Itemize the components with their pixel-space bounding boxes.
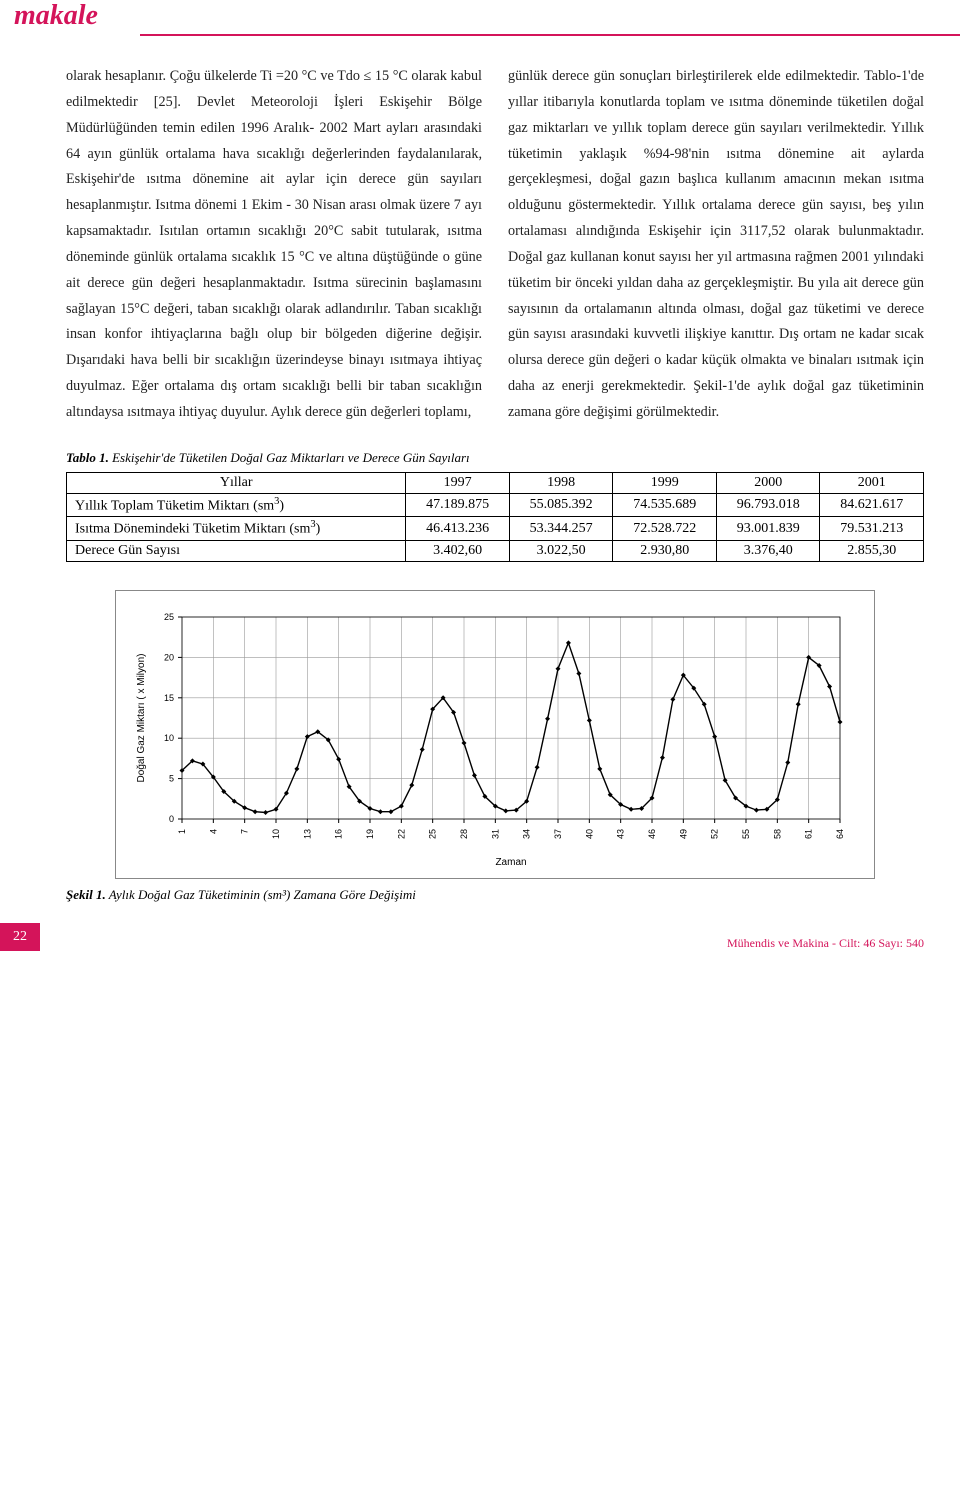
table-row: Isıtma Dönemindeki Tüketim Miktarı (sm3)… (67, 517, 924, 541)
svg-text:28: 28 (459, 829, 469, 839)
line-chart: 0 5 10 15 20 25 1 4 7 10 13 16 19 22 25 28 31 34 37 40 43 46 4… (130, 609, 850, 869)
figure-caption: Şekil 1. Aylık Doğal Gaz Tüketiminin (sm… (66, 887, 924, 903)
cell-value: 96.793.018 (716, 493, 820, 517)
svg-text:10: 10 (271, 829, 281, 839)
header: makale (0, 0, 960, 42)
table-row: Derece Gün Sayısı3.402,603.022,502.930,8… (67, 541, 924, 562)
svg-text:Zaman: Zaman (495, 857, 526, 868)
cell-value: 3.402,60 (406, 541, 510, 562)
svg-text:25: 25 (164, 612, 174, 622)
page-number: 22 (0, 923, 40, 951)
svg-text:1: 1 (177, 829, 187, 834)
svg-text:58: 58 (772, 829, 782, 839)
svg-text:46: 46 (647, 829, 657, 839)
cell-value: 84.621.617 (820, 493, 924, 517)
body-left-column: olarak hesaplanır. Çoğu ülkelerde Ti =20… (66, 64, 482, 426)
cell-value: 79.531.213 (820, 517, 924, 541)
figure-caption-label: Şekil 1. (66, 887, 106, 902)
row-label: Yıllık Toplam Tüketim Miktarı (sm3) (67, 493, 406, 517)
cell-value: 55.085.392 (509, 493, 613, 517)
cell-value: 72.528.722 (613, 517, 717, 541)
body-right-column: günlük derece gün sonuçları birleştirile… (508, 64, 924, 426)
row-label: Isıtma Dönemindeki Tüketim Miktarı (sm3) (67, 517, 406, 541)
col-header-label: Yıllar (67, 472, 406, 493)
body-columns: olarak hesaplanır. Çoğu ülkelerde Ti =20… (66, 64, 924, 426)
svg-text:22: 22 (396, 829, 406, 839)
table-head: Yıllar19971998199920002001 (67, 472, 924, 493)
col-header-year: 1999 (613, 472, 717, 493)
col-header-year: 1998 (509, 472, 613, 493)
col-header-year: 2001 (820, 472, 924, 493)
table-row: Yıllık Toplam Tüketim Miktarı (sm3)47.18… (67, 493, 924, 517)
col-header-year: 2000 (716, 472, 820, 493)
table-caption-label: Tablo 1. (66, 450, 109, 465)
svg-text:40: 40 (584, 829, 594, 839)
svg-text:25: 25 (428, 829, 438, 839)
svg-text:4: 4 (208, 829, 218, 834)
svg-text:0: 0 (169, 814, 174, 824)
svg-text:49: 49 (678, 829, 688, 839)
svg-text:7: 7 (240, 829, 250, 834)
figure-caption-text: Aylık Doğal Gaz Tüketiminin (sm³) Zamana… (106, 887, 416, 902)
table-body: Yıllık Toplam Tüketim Miktarı (sm3)47.18… (67, 493, 924, 561)
chart-container: 0 5 10 15 20 25 1 4 7 10 13 16 19 22 25 28 31 34 37 40 43 46 4… (66, 590, 924, 879)
svg-text:43: 43 (616, 829, 626, 839)
page-section-title: makale (0, 0, 98, 31)
cell-value: 2.930,80 (613, 541, 717, 562)
svg-text:19: 19 (365, 829, 375, 839)
footer-journal-info: Mühendis ve Makina - Cilt: 46 Sayı: 540 (727, 936, 924, 951)
row-label: Derece Gün Sayısı (67, 541, 406, 562)
cell-value: 74.535.689 (613, 493, 717, 517)
svg-text:61: 61 (804, 829, 814, 839)
chart-box: 0 5 10 15 20 25 1 4 7 10 13 16 19 22 25 28 31 34 37 40 43 46 4… (115, 590, 875, 879)
svg-text:20: 20 (164, 653, 174, 663)
data-table: Yıllar19971998199920002001 Yıllık Toplam… (66, 472, 924, 562)
svg-text:64: 64 (835, 829, 845, 839)
cell-value: 2.855,30 (820, 541, 924, 562)
svg-text:37: 37 (553, 829, 563, 839)
svg-text:16: 16 (334, 829, 344, 839)
svg-text:Doğal Gaz Miktarı ( x Milyon): Doğal Gaz Miktarı ( x Milyon) (136, 654, 147, 783)
cell-value: 3.376,40 (716, 541, 820, 562)
svg-text:5: 5 (169, 774, 174, 784)
svg-text:55: 55 (741, 829, 751, 839)
svg-text:13: 13 (302, 829, 312, 839)
cell-value: 3.022,50 (509, 541, 613, 562)
table-caption: Tablo 1. Eskişehir'de Tüketilen Doğal Ga… (66, 450, 924, 466)
cell-value: 53.344.257 (509, 517, 613, 541)
svg-text:31: 31 (490, 829, 500, 839)
svg-text:10: 10 (164, 733, 174, 743)
cell-value: 93.001.839 (716, 517, 820, 541)
header-rule (140, 34, 960, 36)
footer: 22 Mühendis ve Makina - Cilt: 46 Sayı: 5… (0, 923, 960, 961)
cell-value: 47.189.875 (406, 493, 510, 517)
svg-text:34: 34 (522, 829, 532, 839)
table-caption-text: Eskişehir'de Tüketilen Doğal Gaz Miktarl… (109, 450, 470, 465)
svg-text:15: 15 (164, 693, 174, 703)
col-header-year: 1997 (406, 472, 510, 493)
cell-value: 46.413.236 (406, 517, 510, 541)
svg-text:52: 52 (710, 829, 720, 839)
